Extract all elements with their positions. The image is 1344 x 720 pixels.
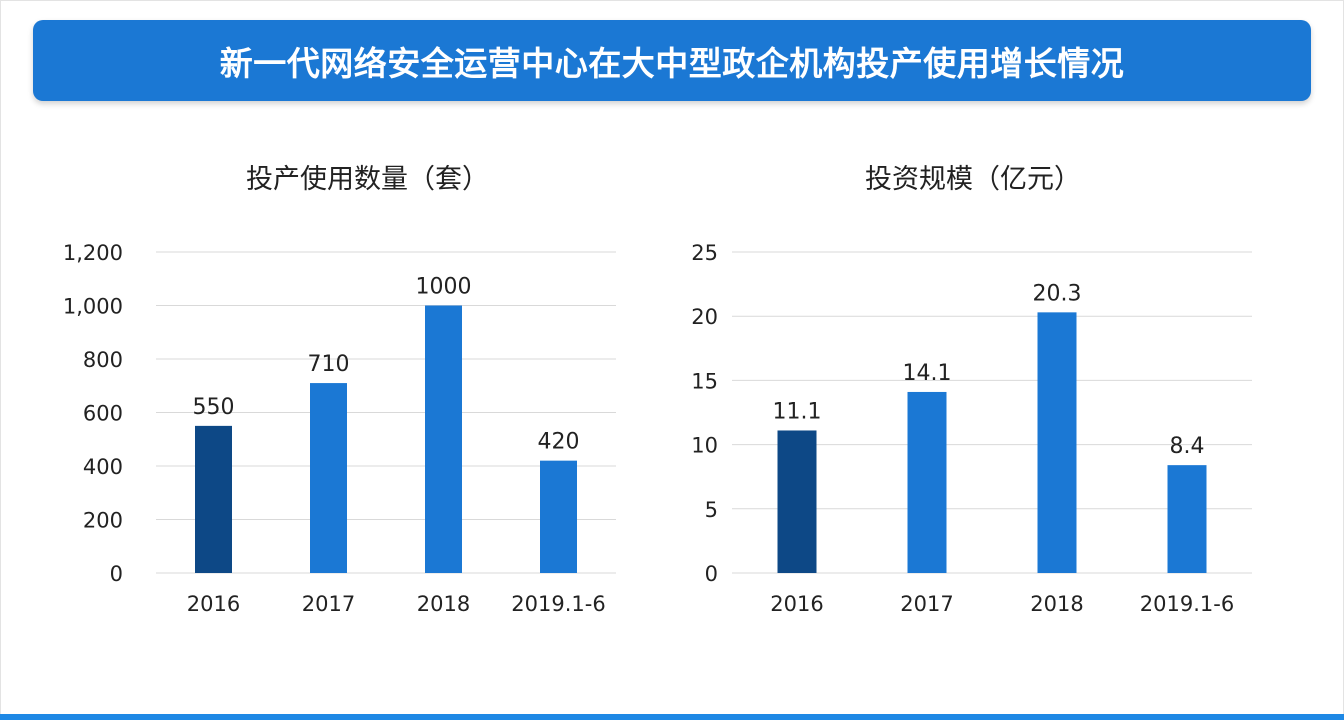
quantity-y-tick-label: 1,200 [63,241,123,265]
quantity-y-tick-label: 200 [83,509,123,533]
quantity-category-label: 2017 [302,592,355,616]
investment-y-tick-label: 25 [691,241,718,265]
investment-bar-chart: 0 5 10 15 20 25 11.1 2016 14.1 2017 20.3 2018 8.4 201… [691,241,1252,616]
investment-y-tick-label: 5 [705,498,718,522]
quantity-bar [540,460,577,573]
quantity-y-tick-label: 0 [110,562,123,586]
quantity-bar [310,383,347,573]
bottom-accent-bar [0,714,1344,720]
investment-bar [1037,312,1077,573]
quantity-category-label: 2018 [417,592,470,616]
investment-bar [777,430,817,573]
quantity-category-label: 2016 [187,592,240,616]
quantity-y-tick-label: 600 [83,402,123,426]
quantity-value-label: 1000 [416,275,472,300]
investment-value-label: 8.4 [1170,434,1205,459]
quantity-y-tick-label: 400 [83,455,123,479]
page-title: 新一代网络安全运营中心在大中型政企机构投产使用增长情况 [219,43,1125,83]
quantity-y-tick-label: 800 [83,348,123,372]
investment-y-tick-label: 0 [705,562,718,586]
investment-bar [907,391,947,573]
chart-title-investment: 投资规模（亿元） [865,164,1081,195]
investment-value-label: 20.3 [1033,281,1082,306]
quantity-value-label: 710 [308,352,350,377]
investment-value-label: 14.1 [903,361,952,386]
quantity-bar [195,425,232,573]
investment-category-label: 2017 [900,592,953,616]
investment-value-label: 11.1 [773,399,822,424]
investment-category-label: 2016 [770,592,823,616]
investment-bar [1167,465,1207,573]
quantity-bar-chart: 0 200 400 600 800 1,000 1,200 550 2016 710 2017 100… [63,241,616,616]
investment-category-label: 2019.1-6 [1140,592,1234,616]
quantity-y-tick-label: 1,000 [63,295,123,319]
investment-y-tick-label: 10 [691,434,718,458]
header-banner: 新一代网络安全运营中心在大中型政企机构投产使用增长情况 [33,20,1311,101]
quantity-bar [425,305,462,573]
quantity-value-label: 550 [193,395,235,420]
investment-y-tick-label: 15 [691,369,718,393]
quantity-value-label: 420 [538,430,580,455]
investment-category-label: 2018 [1030,592,1083,616]
investment-y-tick-label: 20 [691,305,718,329]
chart-title-quantity: 投产使用数量（套） [246,164,489,195]
quantity-category-label: 2019.1-6 [511,592,605,616]
